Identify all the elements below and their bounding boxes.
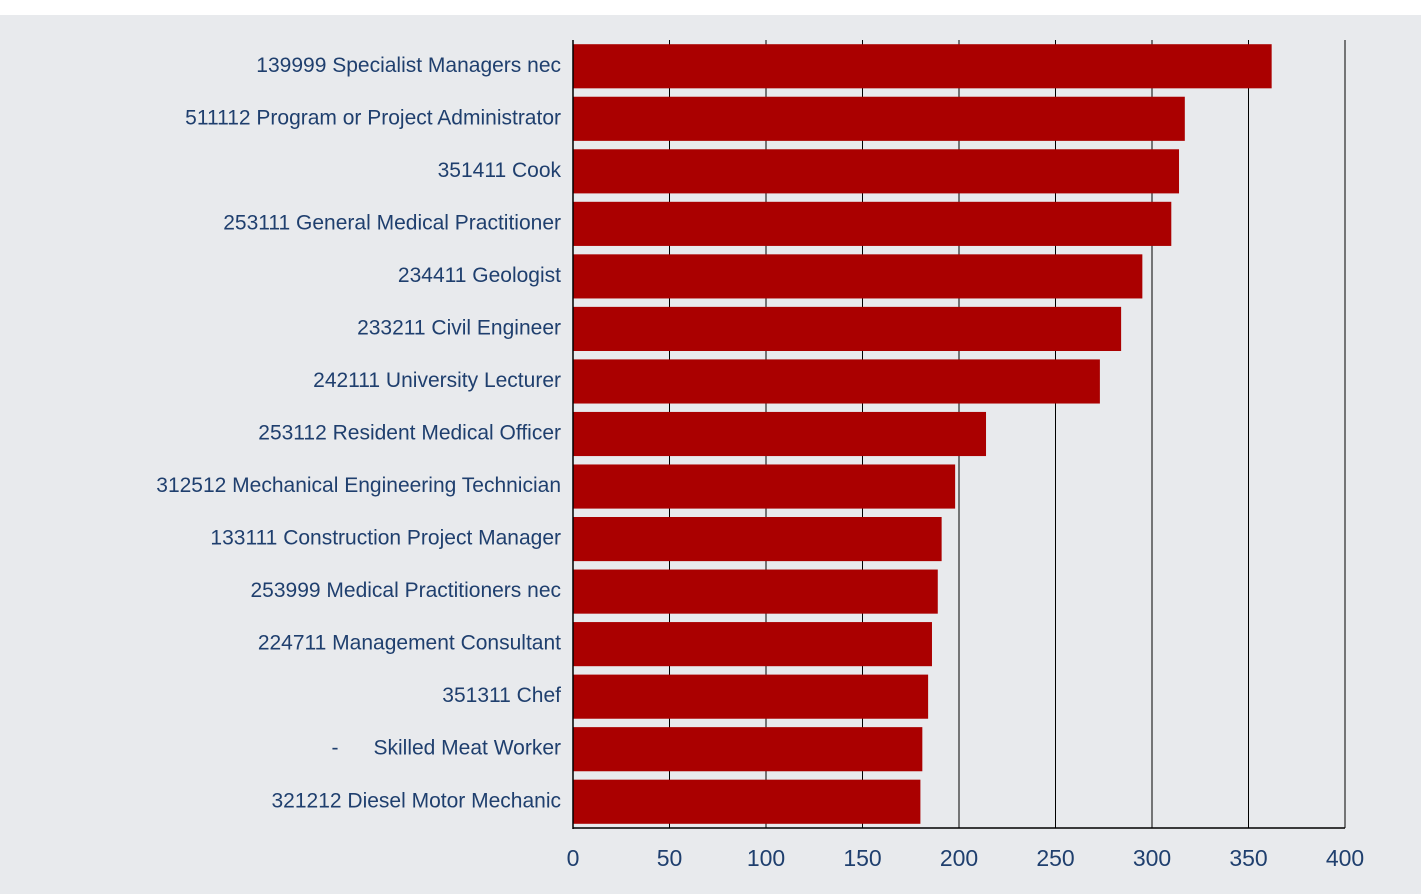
bar bbox=[573, 674, 929, 719]
bar bbox=[573, 149, 1180, 194]
y-tick-label: 511112 Program or Project Administrator bbox=[185, 106, 561, 129]
y-tick-label: 312512 Mechanical Engineering Technician bbox=[156, 474, 561, 497]
bar bbox=[573, 44, 1272, 89]
y-tick-label: 351311 Chef bbox=[442, 684, 561, 707]
x-tick-label: 100 bbox=[747, 845, 785, 871]
bar bbox=[573, 464, 956, 509]
x-tick-label: 200 bbox=[940, 845, 978, 871]
bar bbox=[573, 359, 1100, 404]
y-tick-label: 234411 Geologist bbox=[398, 264, 561, 287]
y-tick-label: 253112 Resident Medical Officer bbox=[258, 422, 561, 445]
x-tick-label: 350 bbox=[1229, 845, 1267, 871]
bar bbox=[573, 779, 921, 824]
y-tick-label: - Skilled Meat Worker bbox=[331, 737, 561, 760]
x-tick-label: 250 bbox=[1036, 845, 1074, 871]
y-tick-label: 351411 Cook bbox=[438, 159, 562, 182]
x-tick-label: 400 bbox=[1326, 845, 1364, 871]
y-tick-label: 224711 Management Consultant bbox=[258, 632, 561, 655]
x-tick-label: 0 bbox=[567, 845, 580, 871]
y-tick-label: 321212 Diesel Motor Mechanic bbox=[272, 789, 562, 812]
bar bbox=[573, 254, 1143, 299]
y-tick-label: 242111 University Lecturer bbox=[313, 369, 561, 392]
y-tick-label: 139999 Specialist Managers nec bbox=[256, 54, 561, 77]
y-tick-label: 133111 Construction Project Manager bbox=[210, 527, 561, 550]
y-tick-label: 233211 Civil Engineer bbox=[357, 316, 561, 339]
x-tick-label: 300 bbox=[1133, 845, 1171, 871]
bar bbox=[573, 727, 923, 772]
bar bbox=[573, 411, 987, 457]
x-tick-label: 50 bbox=[657, 845, 683, 871]
bar bbox=[573, 96, 1185, 141]
bar bbox=[573, 517, 942, 562]
bar bbox=[573, 306, 1122, 351]
bar bbox=[573, 622, 932, 667]
bar bbox=[573, 569, 938, 614]
y-tick-label: 253999 Medical Practitioners nec bbox=[250, 579, 561, 602]
bar bbox=[573, 201, 1172, 246]
x-tick-label: 150 bbox=[843, 845, 881, 871]
y-tick-label: 253111 General Medical Practitioner bbox=[223, 211, 561, 234]
